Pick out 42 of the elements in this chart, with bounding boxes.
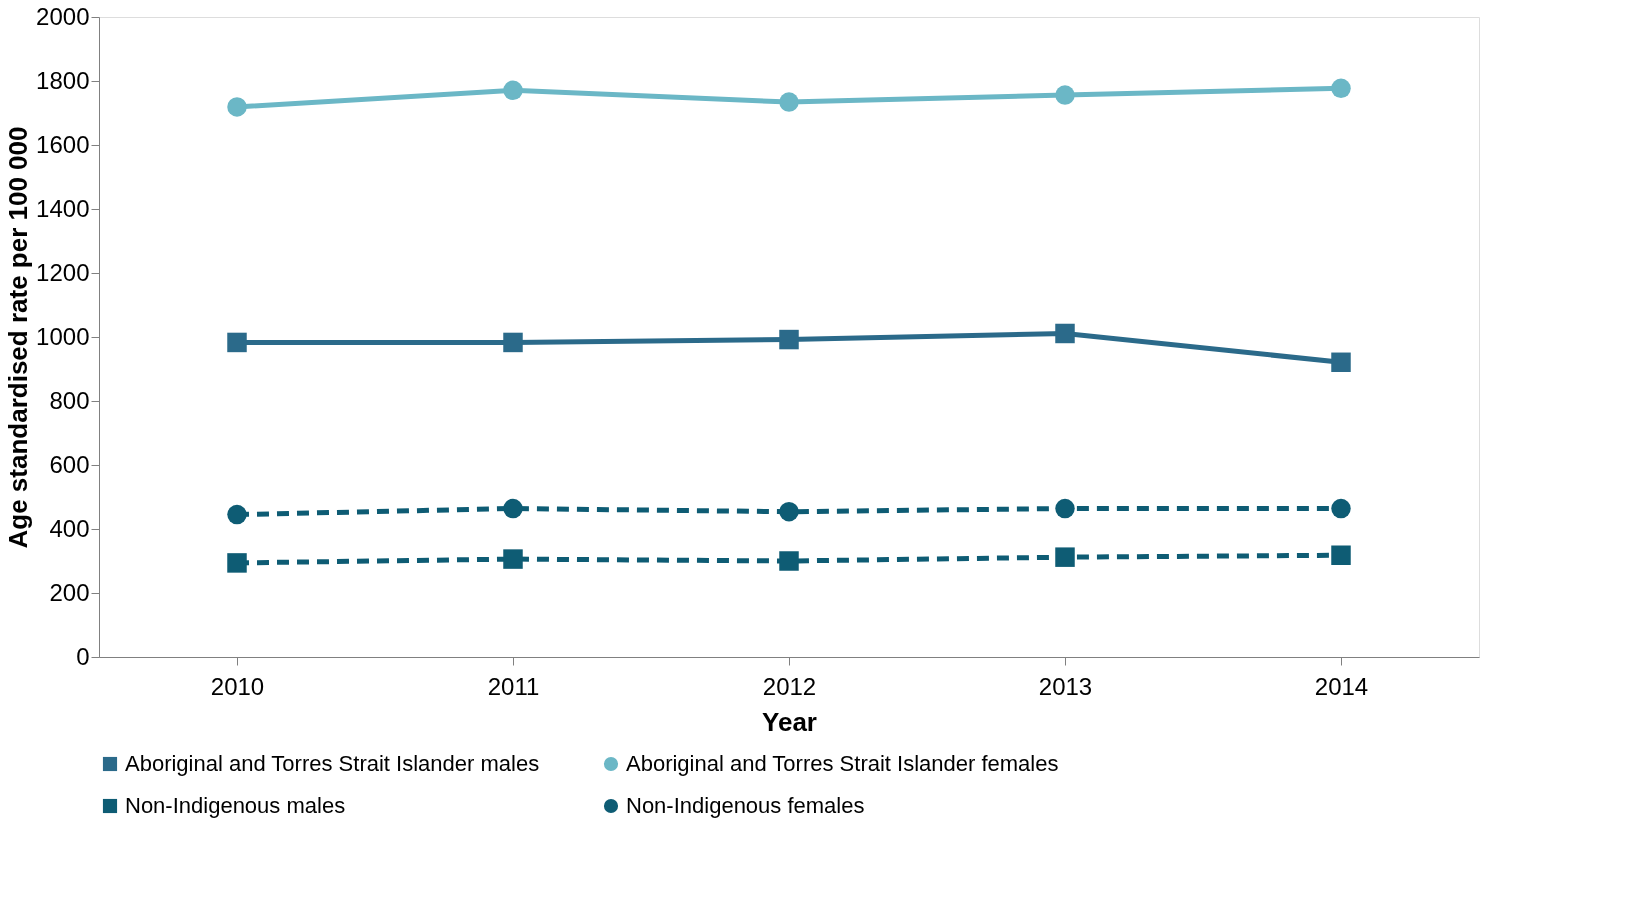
point [227,332,247,353]
point [1055,323,1075,344]
x-axis-title: Year [762,706,817,737]
point [1331,545,1351,565]
point [779,329,799,350]
point [779,92,799,112]
y-tick-label: 1600 [36,130,90,158]
point [1055,547,1075,567]
point [1331,498,1351,519]
y-tick-label: 400 [49,514,90,542]
point [227,97,247,117]
point [503,498,523,519]
point [1055,498,1075,519]
point [503,80,523,101]
x-tick-label: 2013 [1038,672,1093,700]
y-tick-label: 200 [49,578,90,606]
y-tick-label: 1200 [36,258,90,286]
legend-label: Aboriginal and Torres Strait Islander females [626,751,1059,776]
point [779,551,799,571]
x-tick-label: 2014 [1314,672,1369,700]
legend-label: Non-Indigenous males [125,793,346,818]
x-tick-label: 2011 [487,672,540,700]
legend-label: Non-Indigenous females [626,793,865,818]
y-tick-label: 1400 [36,194,90,222]
legend-label: Aboriginal and Torres Strait Islander males [125,751,540,776]
point [227,553,247,573]
y-tick-label: 600 [49,450,90,478]
y-tick-label: 0 [76,642,90,670]
x-tick-label: 2010 [210,672,265,700]
point [503,549,523,569]
point [503,332,523,353]
point [1331,352,1351,373]
point [779,501,799,522]
y-tick-label: 1000 [36,322,90,350]
point [1331,78,1351,99]
x-tick-label: 2012 [762,672,817,700]
y-tick-label: 800 [49,386,90,414]
point [1055,85,1075,105]
y-axis-title: Age standardised rate per 100 000 [3,126,34,549]
y-tick-label: 1800 [36,66,90,94]
y-tick-label: 2000 [36,2,90,30]
point [227,504,247,525]
